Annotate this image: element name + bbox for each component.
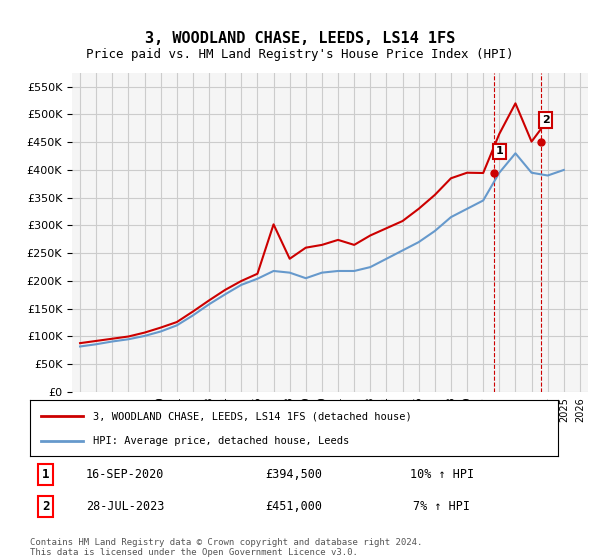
Text: 2: 2 bbox=[42, 500, 50, 513]
Text: Contains HM Land Registry data © Crown copyright and database right 2024.
This d: Contains HM Land Registry data © Crown c… bbox=[30, 538, 422, 557]
Text: £451,000: £451,000 bbox=[265, 500, 323, 513]
Text: 1: 1 bbox=[496, 146, 503, 156]
Text: 10% ↑ HPI: 10% ↑ HPI bbox=[410, 468, 474, 481]
Text: 3, WOODLAND CHASE, LEEDS, LS14 1FS: 3, WOODLAND CHASE, LEEDS, LS14 1FS bbox=[145, 31, 455, 46]
Text: 28-JUL-2023: 28-JUL-2023 bbox=[86, 500, 164, 513]
Text: 2: 2 bbox=[542, 115, 550, 125]
Text: 7% ↑ HPI: 7% ↑ HPI bbox=[413, 500, 470, 513]
Text: HPI: Average price, detached house, Leeds: HPI: Average price, detached house, Leed… bbox=[94, 436, 350, 446]
Text: £394,500: £394,500 bbox=[265, 468, 323, 481]
Text: 1: 1 bbox=[42, 468, 50, 481]
Text: 3, WOODLAND CHASE, LEEDS, LS14 1FS (detached house): 3, WOODLAND CHASE, LEEDS, LS14 1FS (deta… bbox=[94, 411, 412, 421]
Text: 16-SEP-2020: 16-SEP-2020 bbox=[86, 468, 164, 481]
Text: Price paid vs. HM Land Registry's House Price Index (HPI): Price paid vs. HM Land Registry's House … bbox=[86, 48, 514, 60]
